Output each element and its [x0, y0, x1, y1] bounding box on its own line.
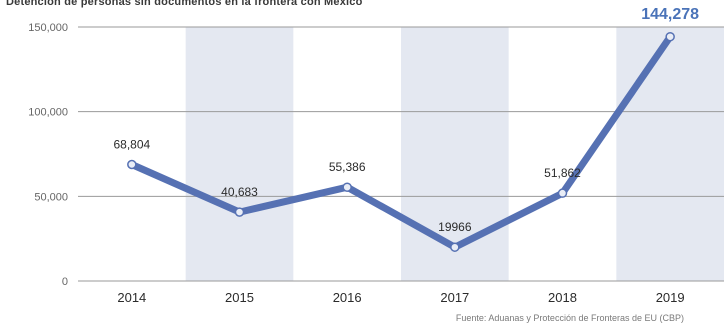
data-label-2015: 40,683	[221, 185, 258, 199]
column-band-2015	[185, 27, 294, 281]
chart-source: Fuente: Aduanas y Protección de Frontera…	[455, 313, 684, 323]
data-point-2018	[557, 188, 568, 198]
data-labels: 68,804 40,683 55,386 19966 51,862 144,278	[113, 6, 699, 234]
x-tick-label: 2018	[548, 290, 577, 305]
data-point-2019	[665, 31, 675, 42]
y-tick-label: 50,000	[34, 191, 68, 203]
data-label-2017: 19966	[438, 220, 472, 234]
data-point-2016	[342, 182, 352, 192]
x-tick-label: 2019	[656, 290, 685, 305]
data-label-2018: 51,862	[544, 166, 581, 180]
chart-title: Detención de personas sin documentos en …	[6, 0, 363, 8]
y-tick-label: 100,000	[28, 107, 68, 119]
x-tick-label: 2014	[117, 290, 146, 305]
column-band-2019	[616, 27, 724, 281]
data-point-2014	[127, 159, 137, 170]
data-point-2017	[450, 242, 460, 252]
data-label-2014: 68,804	[113, 137, 150, 151]
y-axis-ticks: 0 50,000 100,000 150,000	[28, 22, 68, 288]
x-axis-ticks: 2014 2015 2016 2017 2018 2019	[117, 290, 684, 305]
data-label-2019: 144,278	[641, 6, 699, 23]
column-bands	[185, 27, 724, 281]
x-tick-label: 2016	[333, 290, 362, 305]
series-line-group	[128, 33, 674, 251]
x-tick-label: 2017	[440, 290, 469, 305]
series-line	[128, 33, 674, 251]
y-tick-label: 0	[62, 276, 68, 288]
y-tick-label: 150,000	[28, 22, 68, 34]
data-point-2015	[234, 207, 245, 217]
data-markers	[127, 31, 675, 252]
x-tick-label: 2015	[225, 290, 254, 305]
data-label-2016: 55,386	[329, 160, 366, 174]
column-band-2017	[401, 27, 509, 281]
